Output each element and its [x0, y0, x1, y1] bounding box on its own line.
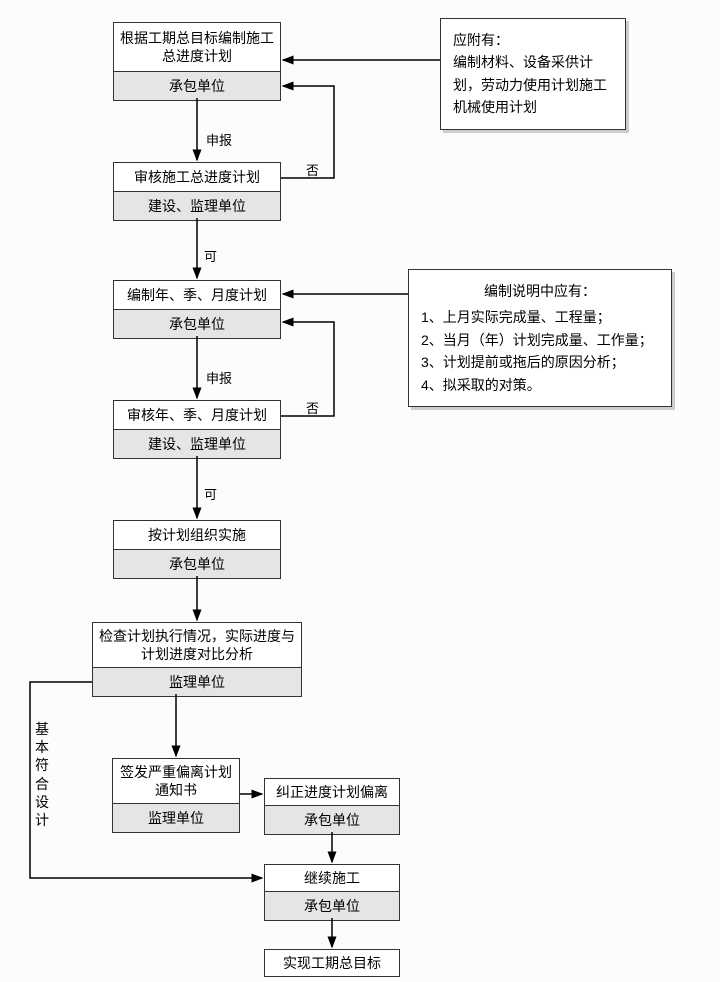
note-instructions-item-3: 3、计划提前或拖后的原因分析；: [421, 351, 659, 373]
node-correct-deviation-main: 纠正进度计划偏离: [265, 779, 399, 805]
node-continue-sub: 承包单位: [265, 891, 399, 920]
node-continue: 继续施工 承包单位: [264, 864, 400, 921]
node-periodic-plan-main: 编制年、季、月度计划: [114, 281, 280, 309]
node-overall-plan-sub: 承包单位: [114, 71, 280, 100]
node-review-overall-sub: 建设、监理单位: [114, 191, 280, 220]
node-check-progress: 检查计划执行情况，实际进度与计划进度对比分析 监理单位: [92, 622, 302, 697]
node-implement-main: 按计划组织实施: [114, 521, 280, 549]
node-issue-notice: 签发严重偏离计划通知书 监理单位: [112, 758, 240, 833]
label-fou-2: 否: [306, 398, 319, 417]
node-issue-notice-main: 签发严重偏离计划通知书: [113, 759, 239, 803]
node-review-periodic-sub: 建设、监理单位: [114, 429, 280, 458]
note-instructions-title: 编制说明中应有：: [421, 280, 659, 302]
node-implement: 按计划组织实施 承包单位: [113, 520, 281, 579]
node-review-overall: 审核施工总进度计划 建设、监理单位: [113, 162, 281, 221]
note-attachments: 应附有： 编制材料、设备采供计划，劳动力使用计划施工机械使用计划: [440, 18, 626, 130]
node-correct-deviation-sub: 承包单位: [265, 805, 399, 834]
note-instructions-item-2: 2、当月（年）计划完成量、工作量；: [421, 329, 659, 351]
label-ke-1: 可: [204, 246, 217, 265]
note-instructions-item-4: 4、拟采取的对策。: [421, 374, 659, 396]
node-correct-deviation: 纠正进度计划偏离 承包单位: [264, 778, 400, 835]
label-ke-2: 可: [204, 484, 217, 503]
node-review-periodic: 审核年、季、月度计划 建设、监理单位: [113, 400, 281, 459]
label-fou-1: 否: [306, 160, 319, 179]
node-periodic-plan: 编制年、季、月度计划 承包单位: [113, 280, 281, 339]
node-check-progress-main: 检查计划执行情况，实际进度与计划进度对比分析: [93, 623, 301, 667]
label-shenbao-1: 申报: [206, 130, 232, 149]
node-periodic-plan-sub: 承包单位: [114, 309, 280, 338]
label-shenbao-2: 申报: [206, 368, 232, 387]
node-review-overall-main: 审核施工总进度计划: [114, 163, 280, 191]
note-instructions-item-1: 1、上月实际完成量、工程量；: [421, 306, 659, 328]
note-instructions: 编制说明中应有： 1、上月实际完成量、工程量； 2、当月（年）计划完成量、工作量…: [408, 269, 672, 407]
flowchart-canvas: 根据工期总目标编制施工总进度计划 承包单位 应附有： 编制材料、设备采供计划，劳…: [0, 0, 720, 982]
node-implement-sub: 承包单位: [114, 549, 280, 578]
node-check-progress-sub: 监理单位: [93, 667, 301, 696]
node-achieve-goal-text: 实现工期总目标: [283, 953, 381, 973]
node-review-periodic-main: 审核年、季、月度计划: [114, 401, 280, 429]
note-attachments-text: 应附有： 编制材料、设备采供计划，劳动力使用计划施工机械使用计划: [453, 29, 613, 119]
node-overall-plan-main: 根据工期总目标编制施工总进度计划: [114, 23, 280, 71]
node-overall-plan: 根据工期总目标编制施工总进度计划 承包单位: [113, 22, 281, 101]
node-continue-main: 继续施工: [265, 865, 399, 891]
node-issue-notice-sub: 监理单位: [113, 803, 239, 832]
label-basically-conforms: 基本符合设计: [34, 720, 50, 829]
node-achieve-goal: 实现工期总目标: [264, 949, 400, 977]
